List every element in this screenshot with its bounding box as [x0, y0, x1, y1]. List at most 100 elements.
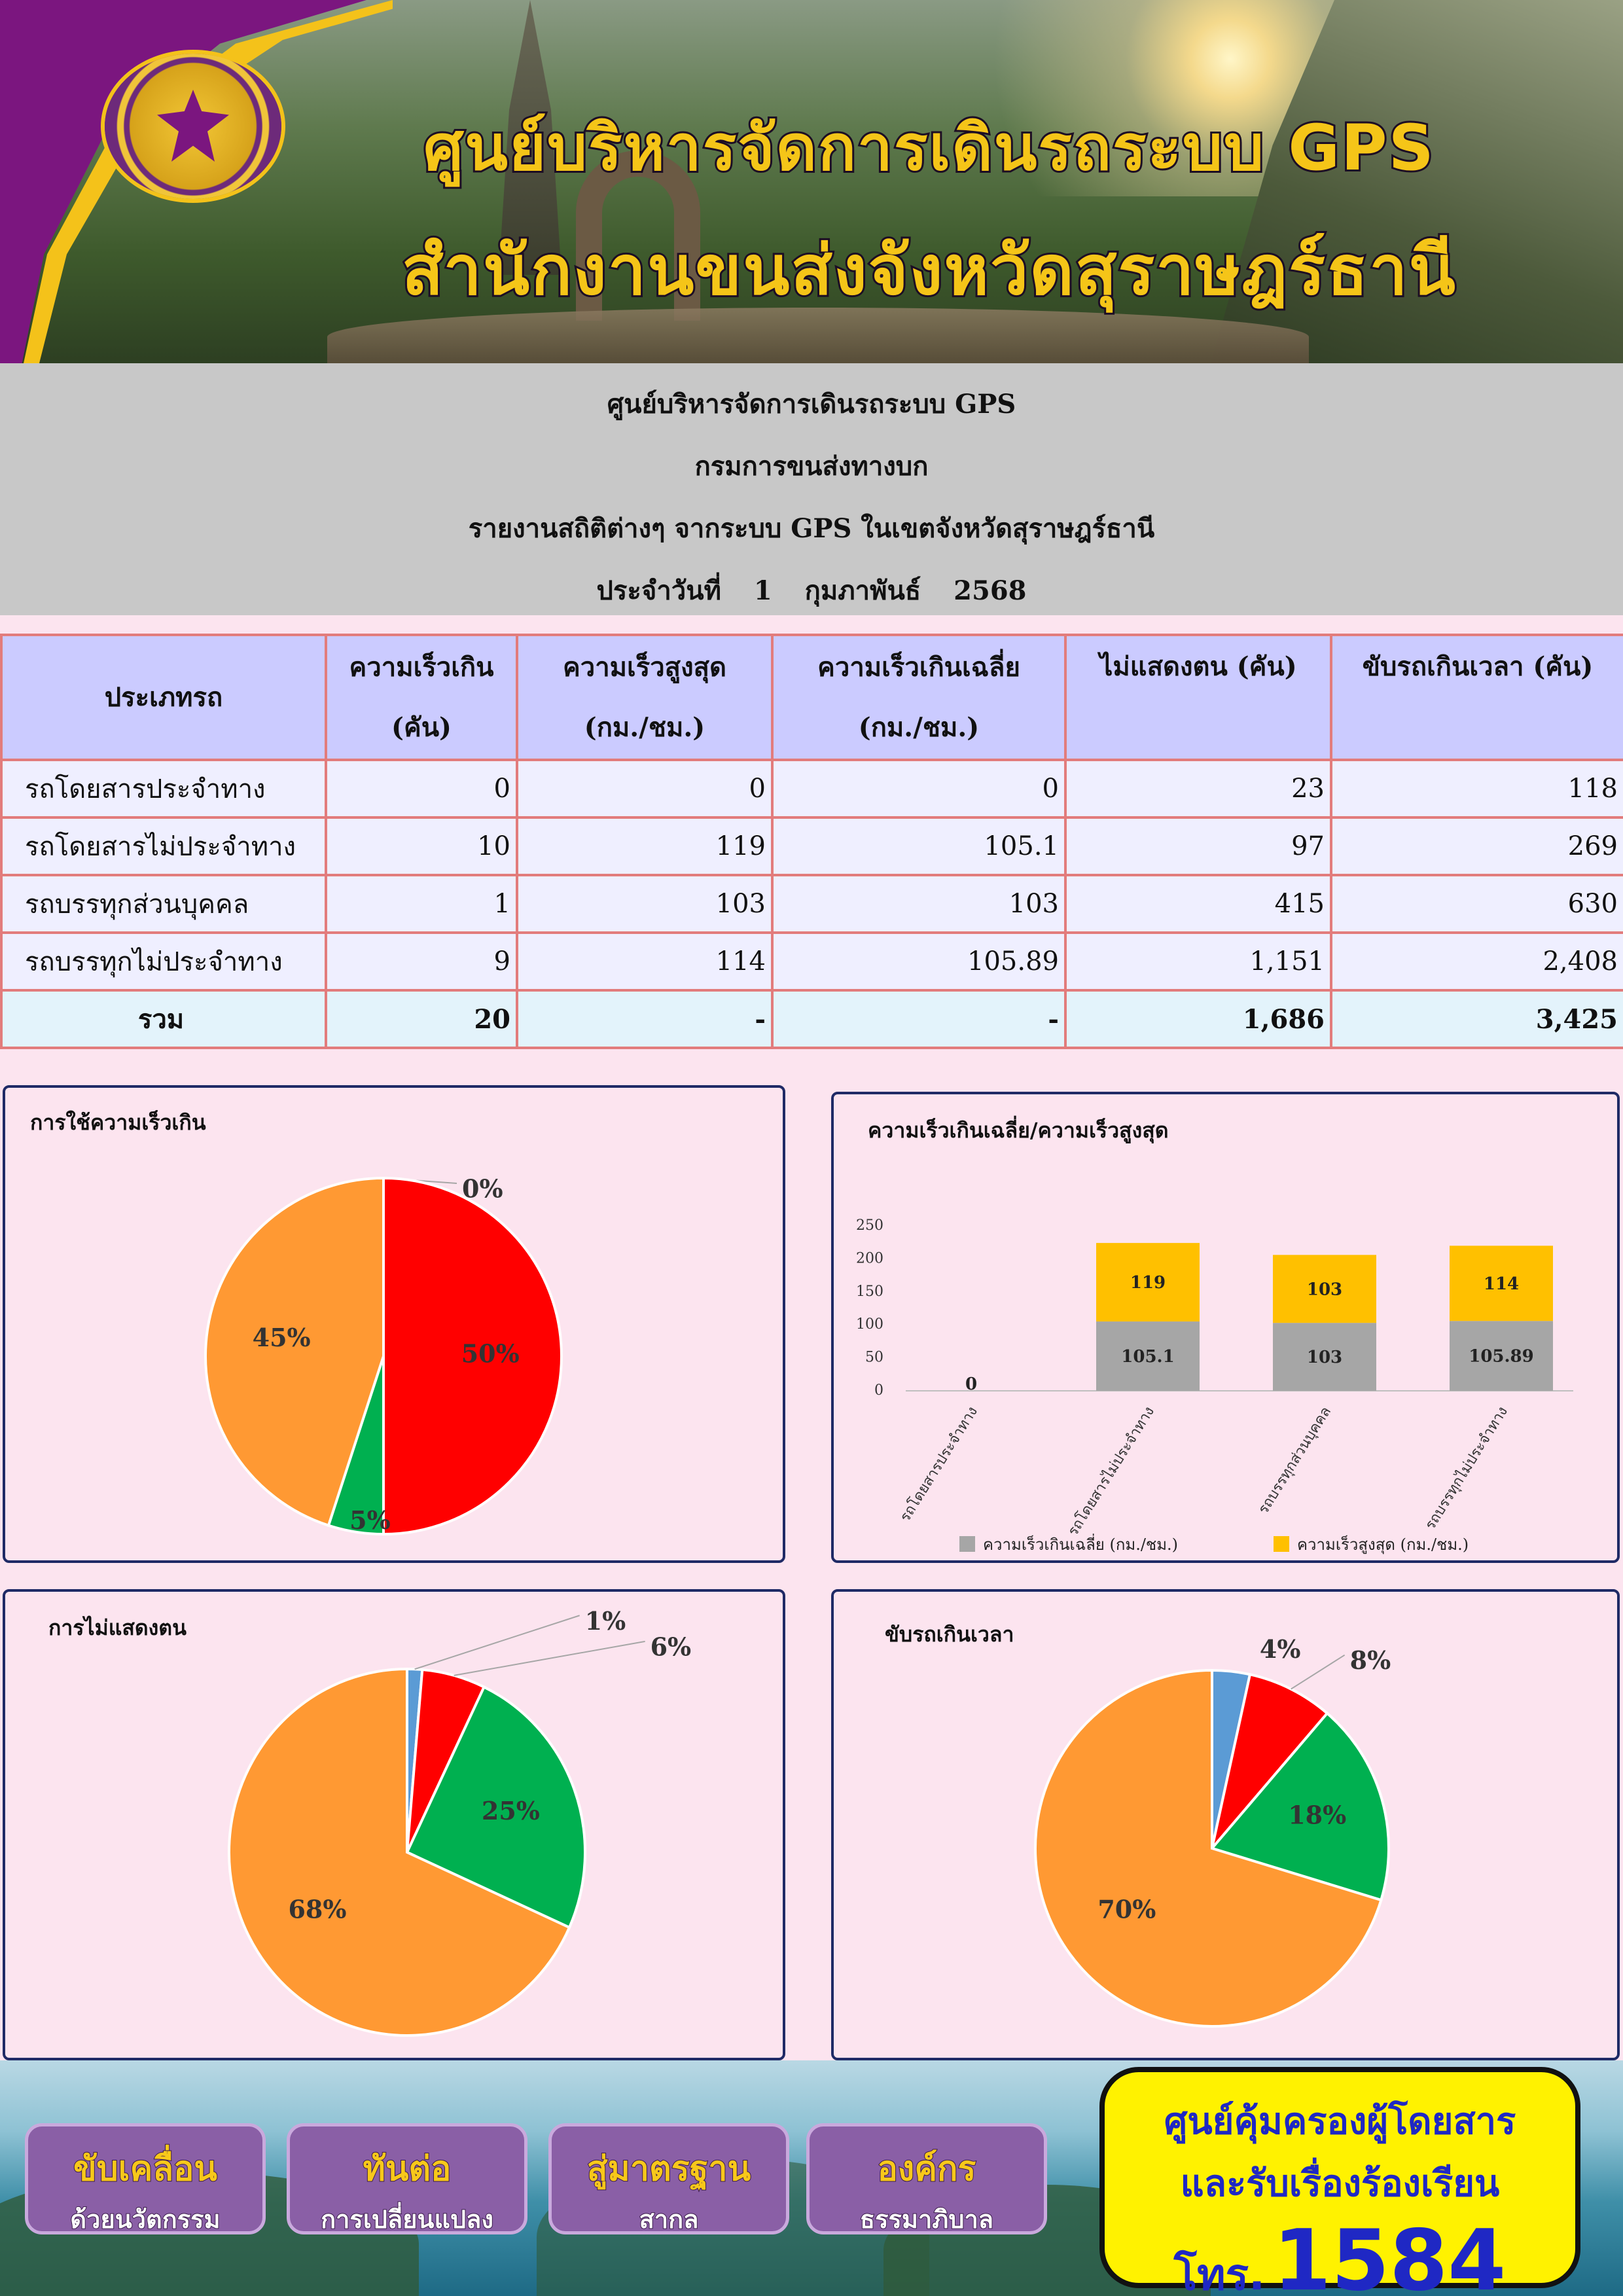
pie-percent-label: 5% — [349, 1505, 391, 1535]
report-center-name: ศูนย์บริหารจัดการเดินรถระบบ GPS — [607, 389, 1016, 420]
column-header: ความเร็วเกินเฉลี่ย (กม./ชม.) — [771, 634, 1067, 761]
column-header: ไม่แสดงตน (คัน) — [1064, 634, 1332, 761]
bar-value-label: 103 — [1307, 1348, 1342, 1367]
pie-percent-label: 4% — [1260, 1634, 1301, 1664]
bar-value-label: 119 — [1130, 1273, 1166, 1293]
footer-badge-change: ทันต่อ การเปลี่ยนแปลง — [287, 2123, 527, 2234]
table-cell: 2,408 — [1330, 931, 1623, 992]
bar-value-label: 0 — [965, 1374, 977, 1394]
report-date-month: กุมภาพันธ์ — [804, 575, 921, 606]
bar-segment — [1273, 1255, 1376, 1323]
table-cell: 415 — [1064, 874, 1332, 934]
table-row: รถโดยสารประจำทาง 0 0 0 23 118 — [0, 759, 1623, 819]
table-row: รถบรรทุกส่วนบุคคล 1 103 103 415 630 — [0, 874, 1623, 934]
table-cell: 10 — [325, 816, 518, 876]
hotline-line1: ศูนย์คุ้มครองผู้โดยสาร — [1164, 2100, 1516, 2143]
table-header-row: ประเภทรถ ความเร็วเกิน (คัน) ความเร็วสูงสุ… — [0, 634, 1623, 761]
table-total-row: รวม 20 - - 1,686 3,425 — [0, 989, 1623, 1049]
chart-title: การใช้ความเร็วเกิน — [30, 1110, 206, 1135]
x-category-label: รถบรรทุกส่วนบุคคล — [1255, 1404, 1334, 1517]
department-logo-icon — [105, 54, 281, 199]
table-cell: - — [771, 989, 1067, 1049]
y-tick-label: 50 — [865, 1350, 883, 1366]
table-cell: 269 — [1330, 816, 1623, 876]
table-cell: 114 — [516, 931, 774, 992]
table-cell: 97 — [1064, 816, 1332, 876]
hotline-box: ศูนย์คุ้มครองผู้โดยสาร และรับเรื่องร้องเ… — [1099, 2067, 1580, 2296]
bar-value-label: 105.89 — [1469, 1347, 1534, 1367]
y-tick-label: 200 — [856, 1250, 883, 1266]
table-cell: 0 — [516, 759, 774, 819]
table-cell: 0 — [771, 759, 1067, 819]
table-cell: 1 — [325, 874, 518, 934]
pie-percent-label: 50% — [461, 1339, 520, 1369]
bar-value-label: 105.1 — [1121, 1347, 1174, 1367]
table-cell: 119 — [516, 816, 774, 876]
column-header: ขับรถเกินเวลา (คัน) — [1330, 634, 1623, 761]
gps-stats-table: ประเภทรถ ความเร็วเกิน (คัน) ความเร็วสูงสุ… — [0, 634, 1623, 1049]
report-title: รายงานสถิติต่างๆ จากระบบ GPS ในเขตจังหวั… — [468, 513, 1155, 544]
table-cell: รถโดยสารไม่ประจำทาง — [0, 816, 327, 876]
table-row: รถโดยสารไม่ประจำทาง 10 119 105.1 97 269 — [0, 816, 1623, 876]
table-cell: 3,425 — [1330, 989, 1623, 1049]
pie-percent-label: 45% — [253, 1323, 311, 1352]
overtime-driving-pie-panel: ขับรถเกินเวลา 4% 8% 18% 70% — [831, 1589, 1620, 2060]
pie-percent-label: 70% — [1097, 1895, 1156, 1924]
table-cell: 1,686 — [1064, 989, 1332, 1049]
speeding-pie-panel: การใช้ความเร็วเกิน 0% 50% 5% 45% — [3, 1085, 785, 1563]
bar-value-label: 103 — [1307, 1280, 1342, 1299]
bar-segment — [1450, 1321, 1553, 1391]
pie-percent-label: 8% — [1350, 1645, 1391, 1675]
pie-percent-label: 25% — [482, 1796, 540, 1825]
column-header: ความเร็วสูงสุด (กม./ชม.) — [516, 634, 774, 761]
bar-value-label: 114 — [1484, 1274, 1519, 1294]
bar-segment — [1096, 1243, 1200, 1322]
table-cell: 103 — [516, 874, 774, 934]
pie-slice — [382, 1176, 563, 1536]
bar-segment — [1096, 1321, 1200, 1391]
speed-bar-panel: ความเร็วเกินเฉลี่ย/ความเร็วสูงสุด 0 50 100… — [831, 1092, 1620, 1563]
report-date-prefix: ประจำวันที่ — [596, 575, 721, 606]
pie-leader-line — [454, 1640, 645, 1676]
y-tick-label: 250 — [856, 1217, 883, 1234]
y-tick-label: 100 — [856, 1316, 883, 1333]
pie-slice — [204, 1176, 385, 1528]
bar-segment — [1450, 1246, 1553, 1321]
not-identified-pie-panel: การไม่แสดงตน 1% 6% 25% 68% — [3, 1589, 785, 2060]
report-date-day: 1 — [753, 575, 772, 606]
legend-label: ความเร็วเกินเฉลี่ย (กม./ชม.) — [983, 1534, 1178, 1554]
speeding-pie-chart: 0%50%5%45% — [204, 1174, 563, 1536]
legend-swatch — [1274, 1536, 1289, 1552]
banner-road — [327, 308, 1309, 363]
x-category-label: รถโดยสารไม่ประจำทาง — [1064, 1403, 1158, 1539]
chart-title: การไม่แสดงตน — [48, 1615, 187, 1640]
column-header: ประเภทรถ — [0, 634, 327, 761]
table-cell: 103 — [771, 874, 1067, 934]
legend-swatch — [959, 1536, 975, 1552]
pie-slice — [1209, 1711, 1390, 1902]
table-cell: 9 — [325, 931, 518, 992]
footer-badge-standard: สู่มาตรฐาน สากล — [548, 2123, 789, 2234]
table-cell: รถบรรทุกส่วนบุคคล — [0, 874, 327, 934]
report-date: ประจำวันที่ 1 กุมภาพันธ์ 2568 — [0, 569, 1623, 611]
table-cell: 1,151 — [1064, 931, 1332, 992]
x-category-label: รถโดยสารประจำทาง — [897, 1403, 981, 1524]
report-department: กรมการขนส่งทางบก — [694, 451, 929, 482]
x-category-label: รถบรรทุกไม่ประจำทาง — [1421, 1403, 1511, 1532]
pie-leader-line — [414, 1615, 580, 1670]
footer-band: ขับเคลื่อน ด้วยนวัตกรรม ทันต่อ การเปลี่ยนแ… — [0, 2060, 1623, 2296]
table-cell: - — [516, 989, 774, 1049]
overtime-driving-pie-chart: 4% 8% 18% 70% — [1034, 1634, 1391, 2028]
table-cell: 20 — [325, 989, 518, 1049]
y-tick-label: 0 — [874, 1382, 883, 1399]
table-cell: 105.1 — [771, 816, 1067, 876]
table-cell: 105.89 — [771, 931, 1067, 992]
pie-percent-label: 18% — [1288, 1800, 1346, 1829]
table-cell: รถบรรทุกไม่ประจำทาง — [0, 931, 327, 992]
y-tick-label: 150 — [856, 1283, 883, 1300]
header-banner: ศูนย์บริหารจัดการเดินรถระบบ GPS สำนักงาน… — [0, 0, 1623, 363]
report-header: ศูนย์บริหารจัดการเดินรถระบบ GPS กรมการขน… — [0, 363, 1623, 615]
hotline-line2: และรับเรื่องร้องเรียน — [1180, 2162, 1500, 2205]
banner-title-line1: ศูนย์บริหารจัดการเดินรถระบบ GPS — [421, 109, 1435, 187]
table-cell: 118 — [1330, 759, 1623, 819]
